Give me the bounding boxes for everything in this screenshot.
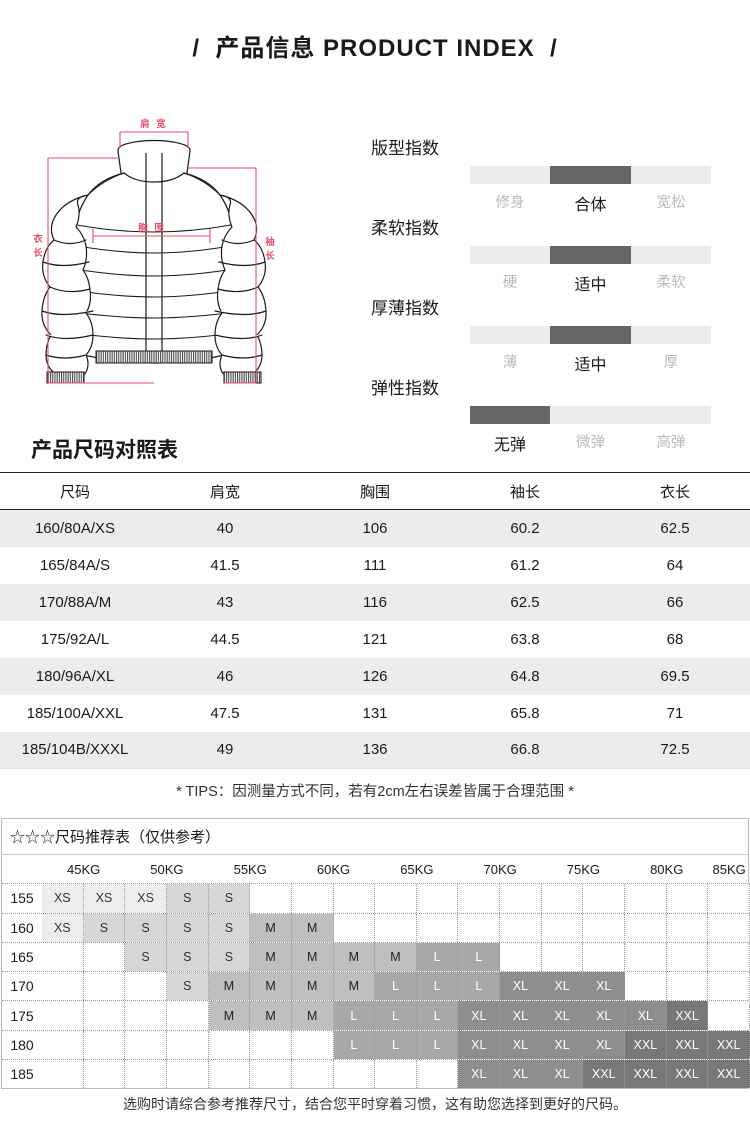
svg-text:长: 长: [33, 247, 43, 259]
svg-text:肩 宽: 肩 宽: [140, 118, 168, 130]
svg-text:长: 长: [265, 250, 275, 262]
svg-text:衣: 衣: [33, 233, 43, 245]
svg-text:胸 围: 胸 围: [138, 222, 166, 234]
svg-text:袖: 袖: [265, 236, 275, 248]
